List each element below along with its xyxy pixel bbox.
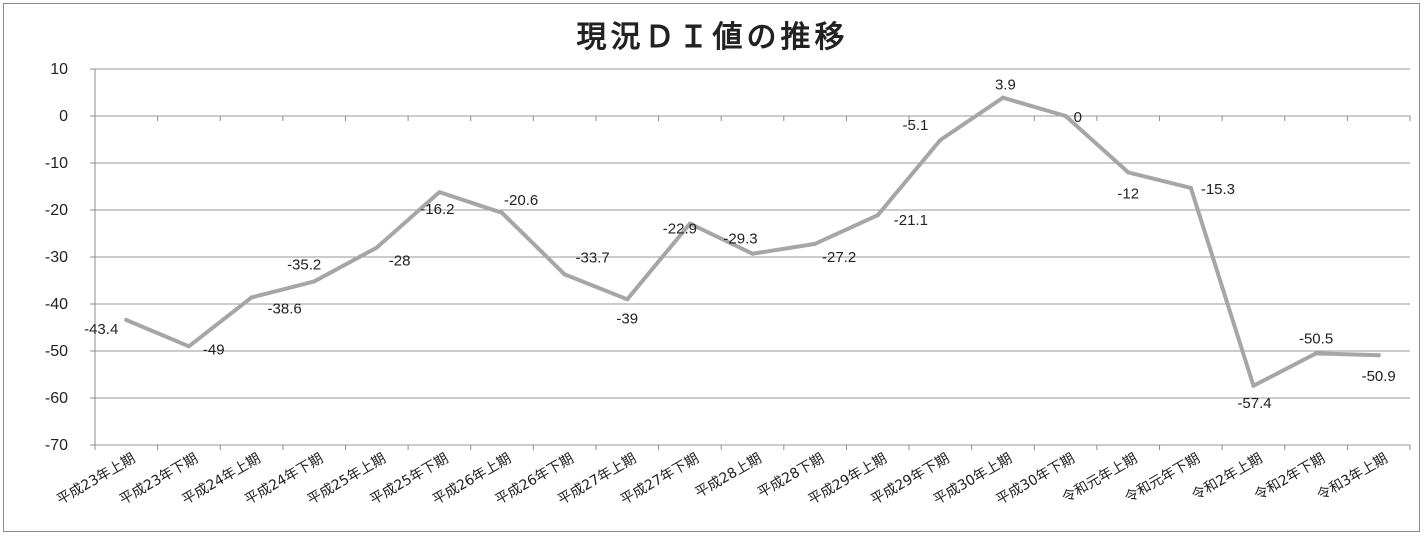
data-label: -5.1 — [902, 117, 928, 134]
data-point — [625, 297, 630, 302]
data-point — [1376, 353, 1381, 358]
data-label: -33.7 — [576, 249, 610, 266]
data-label: -43.4 — [84, 321, 118, 338]
data-label: -57.4 — [1237, 395, 1271, 412]
data-point — [374, 245, 379, 250]
data-label: -15.3 — [1201, 181, 1235, 198]
data-point — [813, 241, 818, 246]
data-label: -22.9 — [663, 221, 697, 238]
data-label: -12 — [1117, 185, 1139, 202]
data-point — [687, 221, 692, 226]
y-tick-label: -20 — [45, 202, 68, 219]
data-point — [437, 190, 442, 195]
data-point — [124, 317, 129, 322]
data-label: -35.2 — [287, 256, 321, 273]
data-label: -50.5 — [1299, 330, 1333, 347]
data-point — [249, 295, 254, 300]
y-tick-label: 10 — [50, 61, 68, 78]
chart-frame — [3, 3, 1420, 532]
data-point — [500, 210, 505, 215]
data-point — [186, 344, 191, 349]
y-tick-label: -10 — [45, 155, 68, 172]
y-tick-label: -40 — [45, 296, 68, 313]
data-label: -16.2 — [420, 201, 454, 218]
data-label: 3.9 — [995, 77, 1016, 94]
data-label: -27.2 — [822, 249, 856, 266]
y-tick-label: -50 — [45, 343, 68, 360]
data-point — [1000, 95, 1005, 100]
data-label: 0 — [1074, 109, 1082, 126]
data-point — [750, 251, 755, 256]
data-label: -29.3 — [723, 231, 757, 248]
data-point — [1063, 114, 1068, 118]
data-label: -21.1 — [894, 212, 928, 229]
data-point — [938, 137, 943, 142]
data-point — [1314, 351, 1319, 356]
data-label: -39 — [616, 310, 638, 327]
x-tick-label: 平成28上期 — [693, 451, 765, 502]
data-point — [562, 272, 567, 277]
data-point — [1251, 383, 1256, 388]
data-label: -28 — [389, 253, 411, 270]
data-point — [875, 213, 880, 218]
y-tick-label: -60 — [45, 390, 68, 407]
x-tick-label: 令和3年上期 — [1314, 451, 1390, 504]
data-point — [312, 279, 317, 284]
chart-title: 現況ＤＩ値の推移 — [576, 20, 849, 55]
y-tick-label: -70 — [45, 437, 68, 454]
y-tick-label: -30 — [45, 249, 68, 266]
data-label: -20.6 — [504, 192, 538, 209]
data-point — [1188, 185, 1193, 190]
data-point — [1126, 170, 1131, 175]
data-label: -50.9 — [1362, 368, 1396, 385]
data-label: -49 — [203, 341, 225, 358]
data-label: -38.6 — [268, 300, 302, 317]
y-tick-label: 0 — [59, 108, 68, 125]
